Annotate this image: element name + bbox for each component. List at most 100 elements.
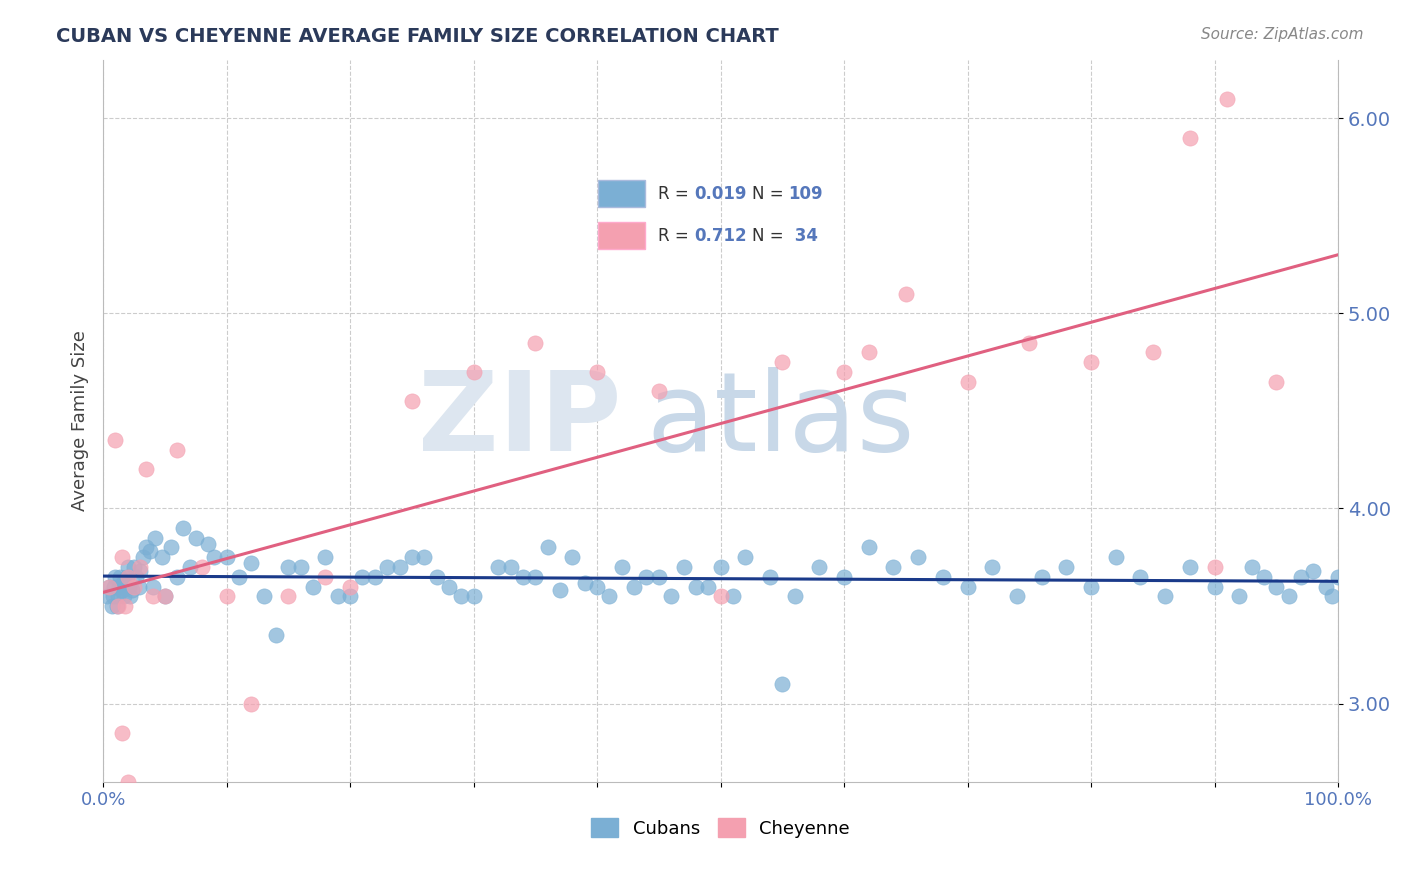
Point [648,570,671,584]
Point [105,599,128,613]
Point [1154,589,1177,603]
Point [710,560,733,574]
Point [1278,589,1301,603]
Point [179,560,201,574]
Point [1129,570,1152,584]
Point [326,589,349,603]
Point [277,560,299,574]
Point [114,599,136,613]
Text: R =: R = [658,227,693,244]
Point [486,560,509,574]
Point [110,570,132,584]
Point [783,589,806,603]
Point [107,599,129,613]
Point [100,599,122,613]
Point [314,570,336,584]
Point [956,580,979,594]
Point [277,589,299,603]
Point [770,355,793,369]
Point [1320,589,1343,603]
Legend: Cubans, Cheyenne: Cubans, Cheyenne [583,811,858,845]
Point [388,560,411,574]
Point [858,541,880,555]
Text: R =: R = [658,185,693,202]
Point [1054,560,1077,574]
Point [117,570,139,584]
Point [172,521,194,535]
Text: ZIP: ZIP [419,368,621,475]
Point [524,570,547,584]
Point [120,589,142,603]
Point [111,550,134,565]
Point [932,570,955,584]
Point [907,550,929,565]
Point [1216,92,1239,106]
Point [107,589,129,603]
Point [1227,589,1250,603]
Point [240,556,263,570]
Point [1142,345,1164,359]
Point [463,589,485,603]
Point [721,589,744,603]
Point [636,570,658,584]
Point [112,589,135,603]
Point [1005,589,1028,603]
Point [96,589,118,603]
Text: Source: ZipAtlas.com: Source: ZipAtlas.com [1201,27,1364,42]
Point [499,560,522,574]
Point [135,541,157,555]
Point [125,570,148,584]
Point [1105,550,1128,565]
Point [561,550,583,565]
Point [98,580,121,594]
FancyBboxPatch shape [598,180,645,207]
Point [463,365,485,379]
Point [1265,375,1288,389]
Point [103,580,125,594]
Point [122,580,145,594]
Y-axis label: Average Family Size: Average Family Size [72,330,89,511]
Point [956,375,979,389]
Point [1080,355,1102,369]
Point [659,589,682,603]
Point [450,589,472,603]
Point [759,570,782,584]
Point [586,580,609,594]
Point [202,550,225,565]
Point [139,544,162,558]
Point [166,570,188,584]
Point [710,589,733,603]
Point [1204,580,1226,594]
Point [672,560,695,574]
Point [364,570,387,584]
Point [1240,560,1263,574]
Point [160,541,183,555]
Point [141,589,163,603]
Point [586,365,609,379]
Point [1302,564,1324,578]
Point [882,560,904,574]
Point [228,570,250,584]
Point [117,560,139,574]
Point [104,433,127,447]
Point [574,575,596,590]
Point [537,541,560,555]
Point [598,589,620,603]
Point [184,531,207,545]
Point [1080,580,1102,594]
Point [98,580,121,594]
Point [734,550,756,565]
Point [264,628,287,642]
Point [111,726,134,740]
Text: 0.712: 0.712 [695,227,747,244]
Point [1327,570,1350,584]
Point [623,580,645,594]
Point [131,550,153,565]
Point [437,580,460,594]
Point [166,442,188,457]
Point [122,560,145,574]
Point [118,580,141,594]
Text: CUBAN VS CHEYENNE AVERAGE FAMILY SIZE CORRELATION CHART: CUBAN VS CHEYENNE AVERAGE FAMILY SIZE CO… [56,27,779,45]
Point [129,560,152,574]
Text: 34: 34 [789,227,817,244]
